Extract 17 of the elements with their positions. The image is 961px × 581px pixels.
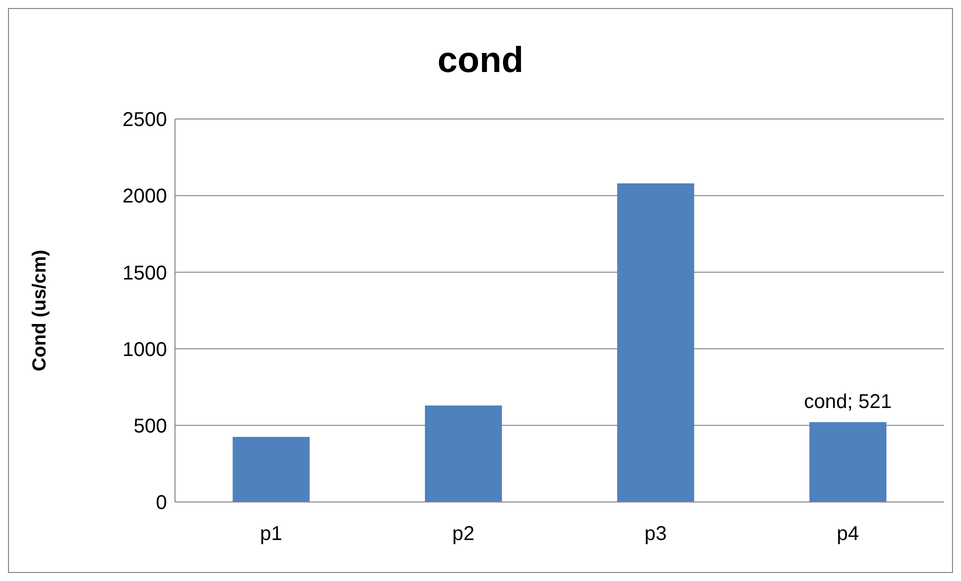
x-tick-label: p1 xyxy=(260,523,282,546)
chart-title: cond xyxy=(436,39,524,81)
bar xyxy=(809,422,886,502)
bar xyxy=(617,183,694,502)
bar xyxy=(424,405,502,502)
y-tick-label: 0 xyxy=(156,492,167,514)
y-tick-label: 2500 xyxy=(122,109,167,132)
y-tick-label: 1500 xyxy=(122,262,167,284)
annotation: cond; 521 xyxy=(804,391,892,414)
y-tick-label: 1000 xyxy=(122,338,167,361)
bar xyxy=(232,436,310,502)
y-tick-label: 2000 xyxy=(122,186,167,208)
x-tick-label: p4 xyxy=(836,523,859,546)
y-tick-label: 500 xyxy=(134,416,167,438)
x-tick-label: p2 xyxy=(452,523,474,546)
y-axis-title: Cond (us/cm) xyxy=(30,250,51,372)
x-tick-label: p3 xyxy=(644,523,667,546)
